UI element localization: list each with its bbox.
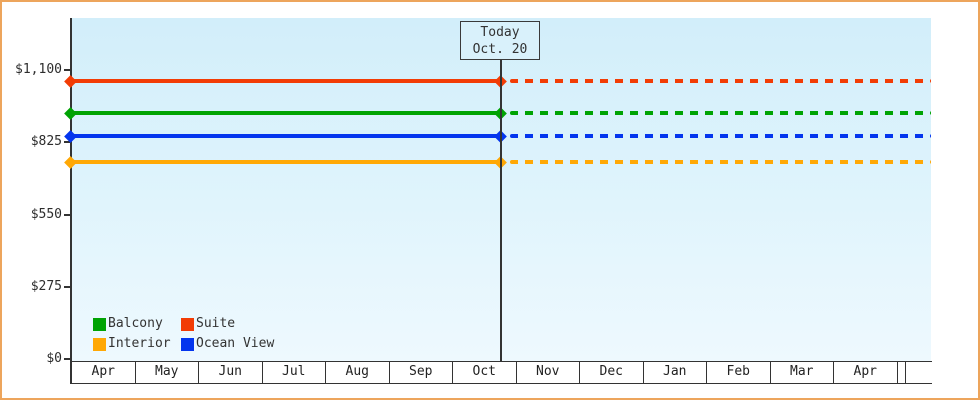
month-cell-empty — [897, 362, 906, 383]
legend-swatch-ocean-view — [181, 337, 194, 351]
today-date: Oct. 20 — [472, 41, 528, 57]
y-tick-label: $825 — [30, 134, 62, 149]
legend: Balcony Suite Interior Ocean View — [93, 314, 274, 354]
y-tick — [64, 214, 71, 216]
legend-label: Interior — [108, 336, 171, 351]
month-cell: Aug — [326, 362, 390, 383]
y-tick-label: $550 — [30, 207, 62, 222]
legend-item-balcony: Balcony — [93, 317, 181, 331]
month-cell: Jan — [643, 362, 707, 383]
interior-line-solid — [72, 160, 501, 164]
y-tick — [64, 141, 71, 143]
today-label: Today — [480, 24, 520, 40]
legend-label: Suite — [196, 316, 236, 331]
legend-swatch-balcony — [93, 317, 106, 331]
month-cell-empty — [905, 362, 932, 383]
today-annotation-box: Today Oct. 20 — [460, 21, 540, 60]
y-tick — [64, 69, 71, 71]
suite-line-solid — [72, 79, 501, 83]
legend-label: Balcony — [108, 316, 163, 331]
month-cell: Jun — [199, 362, 263, 383]
month-cell: Apr — [834, 362, 898, 383]
month-cell: May — [135, 362, 199, 383]
legend-item-interior: Interior — [93, 337, 181, 351]
legend-item-ocean-view: Ocean View — [181, 337, 274, 351]
month-cell: Jul — [262, 362, 326, 383]
legend-row: Balcony Suite — [93, 314, 274, 334]
legend-item-suite: Suite — [181, 317, 235, 331]
month-cell: Oct — [453, 362, 517, 383]
legend-swatch-interior — [93, 337, 106, 351]
y-tick-label: $1,100 — [15, 62, 62, 77]
ocean-view-line-solid — [72, 134, 501, 138]
y-tick-label: $275 — [30, 279, 62, 294]
x-axis-month-row: Apr May Jun Jul Aug Sep Oct Nov Dec Jan … — [72, 361, 932, 384]
interior-line-dashed — [510, 160, 931, 164]
month-cell: Sep — [389, 362, 453, 383]
month-cell: Mar — [770, 362, 834, 383]
plot-area — [72, 18, 931, 361]
balcony-line-solid — [72, 111, 501, 115]
y-tick-label: $0 — [46, 351, 62, 366]
balcony-line-dashed — [510, 111, 931, 115]
suite-line-dashed — [510, 79, 931, 83]
legend-row: Interior Ocean View — [93, 334, 274, 354]
month-cell: Apr — [72, 362, 136, 383]
y-tick — [64, 286, 71, 288]
month-cell: Dec — [580, 362, 644, 383]
y-tick — [64, 358, 71, 360]
today-marker-line — [500, 60, 502, 361]
month-cell: Nov — [516, 362, 580, 383]
legend-swatch-suite — [181, 317, 194, 331]
month-cell: Feb — [707, 362, 771, 383]
legend-label: Ocean View — [196, 336, 275, 351]
y-axis-line — [70, 18, 72, 384]
ocean-view-line-dashed — [510, 134, 931, 138]
